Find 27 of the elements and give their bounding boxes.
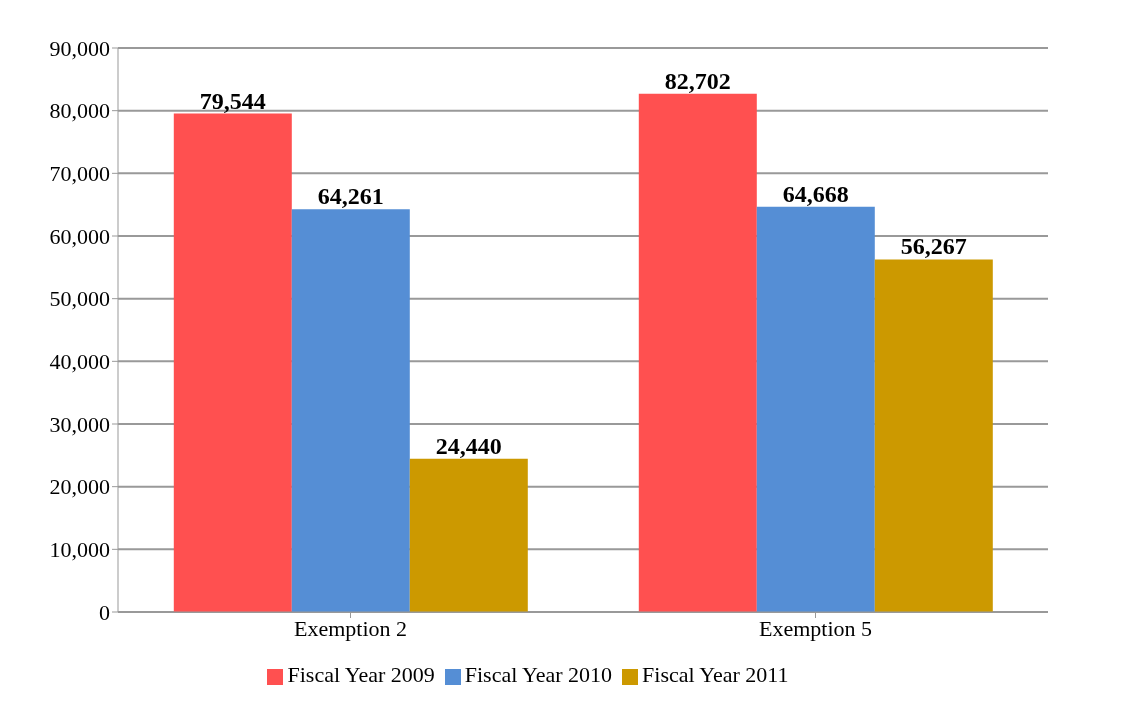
legend-label: Fiscal Year 2011	[642, 662, 789, 687]
y-tick-label: 0	[99, 599, 110, 625]
bar	[756, 206, 875, 612]
y-tick-label: 60,000	[49, 223, 110, 249]
bar	[409, 458, 528, 612]
legend-label: Fiscal Year 2009	[287, 662, 435, 687]
y-tick-label: 20,000	[49, 474, 110, 500]
legend-label: Fiscal Year 2010	[464, 662, 613, 687]
y-tick-label: 40,000	[49, 349, 110, 375]
y-tick-label: 90,000	[49, 35, 110, 61]
data-label: 82,702	[664, 67, 731, 94]
bar	[173, 113, 292, 612]
data-label: 79,544	[199, 87, 266, 114]
data-label: 56,267	[900, 233, 967, 260]
x-tick-label: Exemption 5	[758, 615, 873, 641]
bar	[874, 259, 993, 612]
data-label: 64,261	[317, 183, 384, 210]
x-tick-label: Exemption 2	[293, 615, 408, 641]
bar	[638, 93, 757, 612]
data-label: 64,668	[782, 180, 849, 207]
y-tick-label: 50,000	[49, 286, 110, 312]
data-label: 24,440	[435, 432, 502, 459]
y-tick-label: 30,000	[49, 411, 110, 437]
y-tick-label: 70,000	[49, 161, 110, 187]
bar	[291, 209, 410, 612]
y-tick-label: 10,000	[49, 537, 110, 563]
y-tick-label: 80,000	[49, 98, 110, 124]
